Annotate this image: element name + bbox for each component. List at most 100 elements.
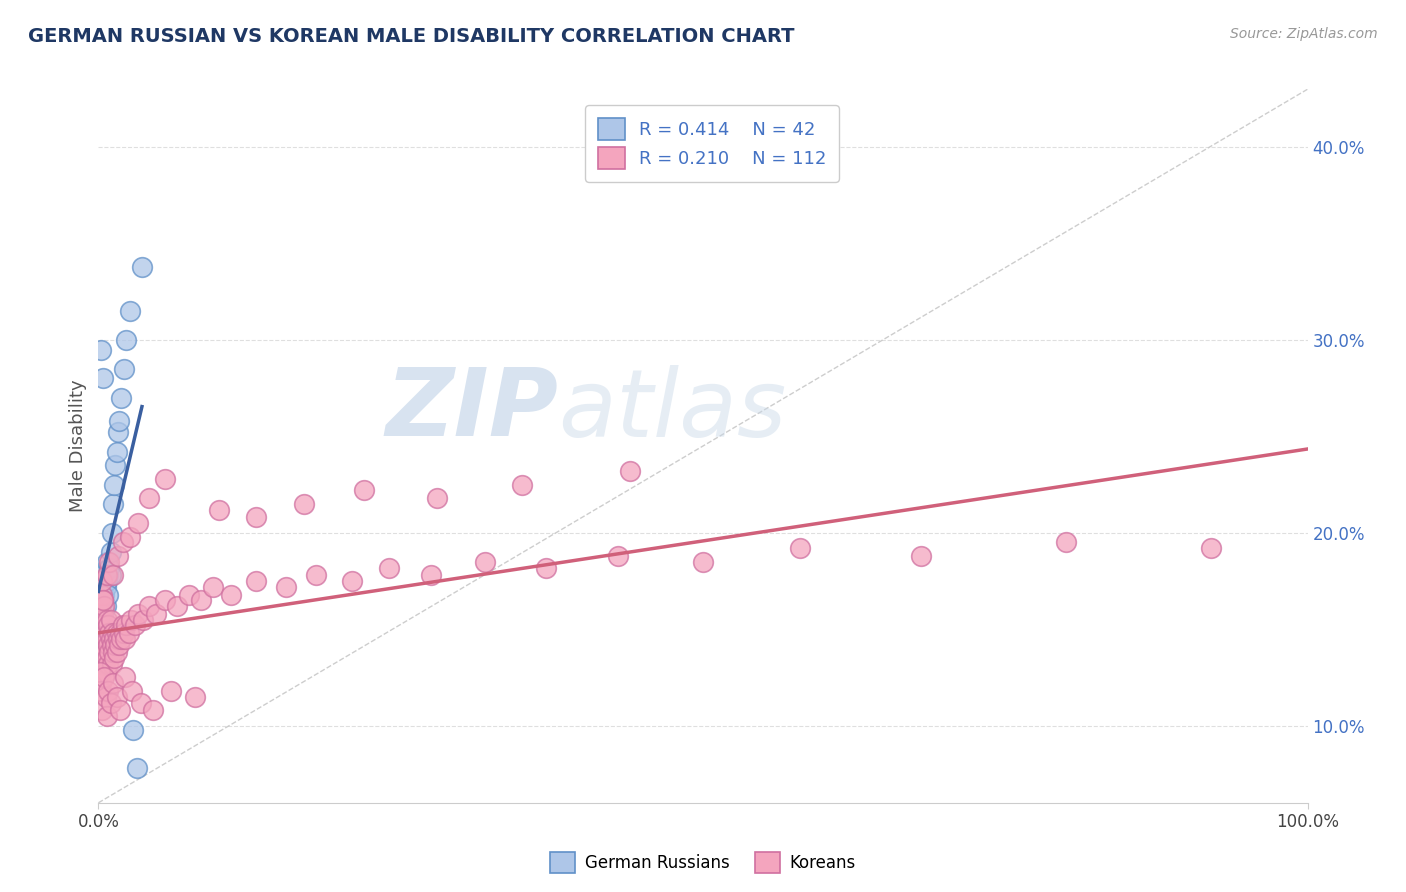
Point [91, 599, 114, 613]
Point [115, 618, 138, 632]
Point [101, 645, 124, 659]
Point [91, 651, 114, 665]
Point [105, 444, 128, 458]
Point [377, 560, 399, 574]
Point [101, 626, 124, 640]
Point [108, 638, 131, 652]
Point [101, 497, 124, 511]
Point [90, 626, 112, 640]
Point [118, 304, 141, 318]
Point [98, 626, 121, 640]
Point [89, 665, 111, 679]
Point [89, 613, 111, 627]
Point [208, 502, 231, 516]
Point [100, 638, 122, 652]
Point [353, 483, 375, 498]
Point [97, 568, 120, 582]
Point [90, 613, 112, 627]
Point [420, 568, 443, 582]
Point [160, 684, 183, 698]
Point [108, 626, 131, 640]
Point [93, 670, 115, 684]
Point [104, 458, 127, 473]
Point [96, 555, 118, 569]
Point [100, 525, 122, 540]
Point [94, 580, 117, 594]
Point [96, 709, 118, 723]
Point [107, 549, 129, 563]
Point [98, 555, 121, 569]
Point [118, 626, 141, 640]
Point [474, 555, 496, 569]
Point [94, 626, 117, 640]
Y-axis label: Male Disability: Male Disability [69, 380, 87, 512]
Point [101, 676, 124, 690]
Point [103, 477, 125, 491]
Point [94, 645, 117, 659]
Point [93, 603, 115, 617]
Point [112, 362, 135, 376]
Point [1054, 535, 1077, 549]
Point [190, 593, 212, 607]
Text: GERMAN RUSSIAN VS KOREAN MALE DISABILITY CORRELATION CHART: GERMAN RUSSIAN VS KOREAN MALE DISABILITY… [28, 27, 794, 45]
Point [105, 626, 128, 640]
Point [89, 593, 111, 607]
Point [91, 618, 114, 632]
Point [97, 587, 120, 601]
Point [90, 684, 112, 698]
Point [153, 472, 176, 486]
Point [89, 626, 111, 640]
Point [97, 638, 120, 652]
Point [96, 574, 118, 588]
Point [96, 613, 118, 627]
Point [105, 690, 128, 704]
Point [91, 645, 114, 659]
Point [90, 676, 112, 690]
Point [221, 587, 243, 601]
Point [91, 603, 114, 617]
Point [93, 638, 115, 652]
Point [100, 657, 122, 671]
Point [100, 545, 122, 559]
Point [90, 593, 112, 607]
Point [789, 541, 811, 556]
Point [124, 618, 146, 632]
Point [100, 613, 122, 627]
Point [138, 599, 160, 613]
Point [619, 464, 641, 478]
Point [89, 665, 111, 679]
Point [153, 593, 176, 607]
Point [121, 684, 143, 698]
Point [110, 391, 132, 405]
Point [510, 477, 533, 491]
Point [127, 607, 149, 621]
Point [90, 638, 112, 652]
Point [305, 568, 328, 582]
Point [1199, 541, 1222, 556]
Point [94, 599, 117, 613]
Point [91, 593, 114, 607]
Point [100, 568, 122, 582]
Point [127, 761, 149, 775]
Point [111, 618, 134, 632]
Point [91, 593, 114, 607]
Point [108, 414, 131, 428]
Point [91, 574, 114, 588]
Point [91, 607, 114, 621]
Point [94, 690, 117, 704]
Point [120, 613, 142, 627]
Point [98, 560, 121, 574]
Point [89, 632, 111, 646]
Point [91, 626, 114, 640]
Point [96, 632, 118, 646]
Text: ZIP: ZIP [385, 364, 558, 457]
Point [342, 574, 364, 588]
Point [101, 568, 124, 582]
Point [103, 651, 125, 665]
Point [107, 632, 129, 646]
Point [692, 555, 714, 569]
Point [426, 491, 449, 505]
Point [166, 599, 188, 613]
Point [90, 657, 112, 671]
Point [131, 260, 153, 274]
